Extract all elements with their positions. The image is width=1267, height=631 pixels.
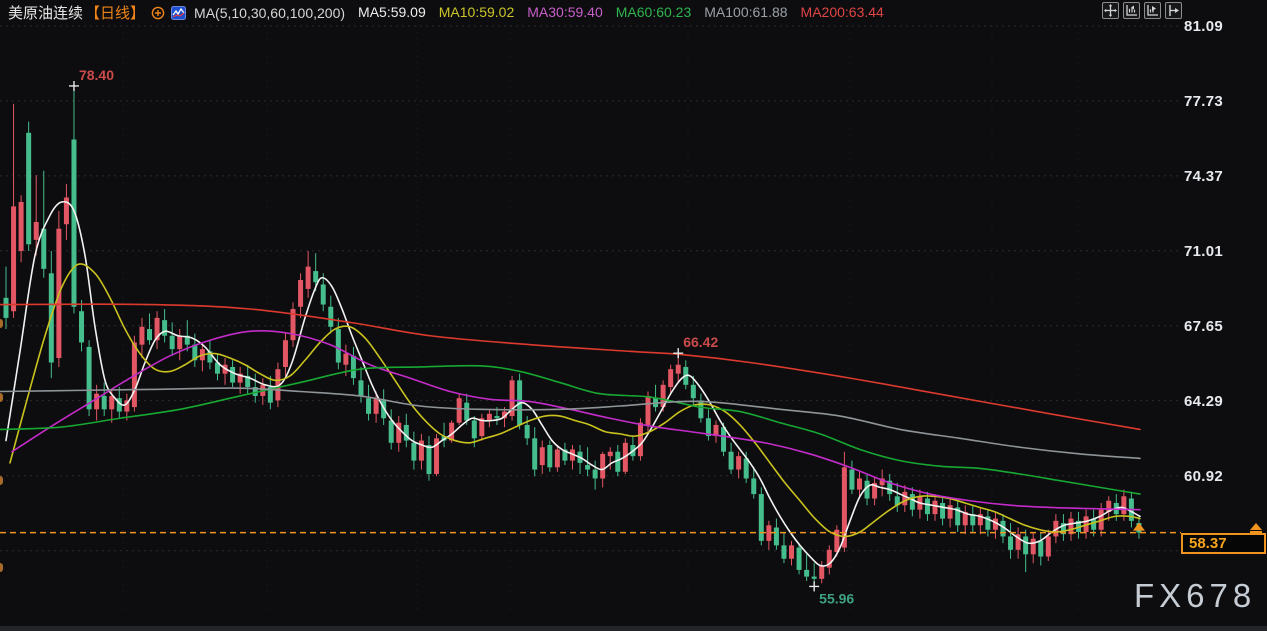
period-label: 【日线】 xyxy=(85,5,146,22)
left-edge-clipped-marker xyxy=(0,393,3,402)
ma-line-ma5 xyxy=(5,200,1141,567)
zoom-out-button[interactable] xyxy=(1123,2,1140,19)
ma-lines-layer xyxy=(0,200,1141,567)
zoom-in-icon xyxy=(1147,5,1158,16)
ma-legend-ma30: MA30:59.40 xyxy=(527,3,603,20)
annotations-layer: 78.40 66.42 55.96 xyxy=(68,67,854,606)
candles-layer xyxy=(3,85,1142,587)
ma-legend-ma200: MA200:63.44 xyxy=(800,3,884,20)
pan-icon xyxy=(1104,4,1117,17)
ma-legend: MA5:59.09 MA10:59.02 MA30:59.40 MA60:60.23 M… xyxy=(345,4,884,22)
axis-tick: 71.01 xyxy=(1184,242,1224,260)
add-indicator-icon[interactable] xyxy=(151,6,165,20)
chart-toolbar xyxy=(1102,2,1182,19)
ma-line-ma200 xyxy=(0,303,1141,431)
ma-legend-ma10: MA10:59.02 xyxy=(438,3,515,20)
ma-legend-ma60: MA60:60.23 xyxy=(615,3,692,20)
jump-to-latest-button[interactable] xyxy=(1165,2,1182,19)
price-annotation: 66.42 xyxy=(683,334,718,350)
chart-header: 美原油连续 【日线】 MA(5,10,30,60,100,200) MA5:59… xyxy=(8,2,884,23)
current-price-badge: 58.37 xyxy=(1181,533,1266,554)
left-edge-clipped-marker xyxy=(0,319,3,328)
pan-button[interactable] xyxy=(1102,2,1119,19)
axis-tick: 60.92 xyxy=(1184,467,1224,485)
ma-legend-ma100: MA100:61.88 xyxy=(704,3,788,20)
price-annotation: 55.96 xyxy=(819,590,854,606)
left-edge-clipped-marker xyxy=(0,563,3,572)
axis-tick: 77.73 xyxy=(1184,92,1224,110)
symbol-name: 美原油连续 xyxy=(8,5,84,22)
axis-tick: 81.09 xyxy=(1184,18,1224,35)
mini-chart-icon[interactable] xyxy=(171,5,187,20)
price-annotation: 78.40 xyxy=(79,67,114,83)
bottom-scrollbar[interactable] xyxy=(0,626,1267,631)
axis-tick: 67.65 xyxy=(1184,317,1224,335)
axis-tick: 64.29 xyxy=(1184,392,1224,410)
gridlines xyxy=(0,25,1181,612)
ma-line-ma60 xyxy=(0,364,1141,495)
current-price-line xyxy=(0,522,1181,534)
watermark: FX678 xyxy=(1134,577,1257,614)
jump-to-latest-icon xyxy=(1169,5,1179,16)
ma-params-label: MA(5,10,30,60,100,200) xyxy=(194,4,346,21)
ma-line-ma10 xyxy=(9,263,1141,538)
zoom-in-button[interactable] xyxy=(1144,2,1161,19)
zoom-out-icon xyxy=(1126,5,1137,16)
ma-line-ma100 xyxy=(0,387,1141,460)
price-up-arrow-icon xyxy=(1249,523,1263,533)
axis-tick: 74.37 xyxy=(1184,167,1224,185)
ma-legend-ma5: MA5:59.09 xyxy=(358,3,426,20)
left-edge-clipped-marker xyxy=(0,476,3,485)
last-price-up-arrow-icon xyxy=(1132,522,1145,531)
